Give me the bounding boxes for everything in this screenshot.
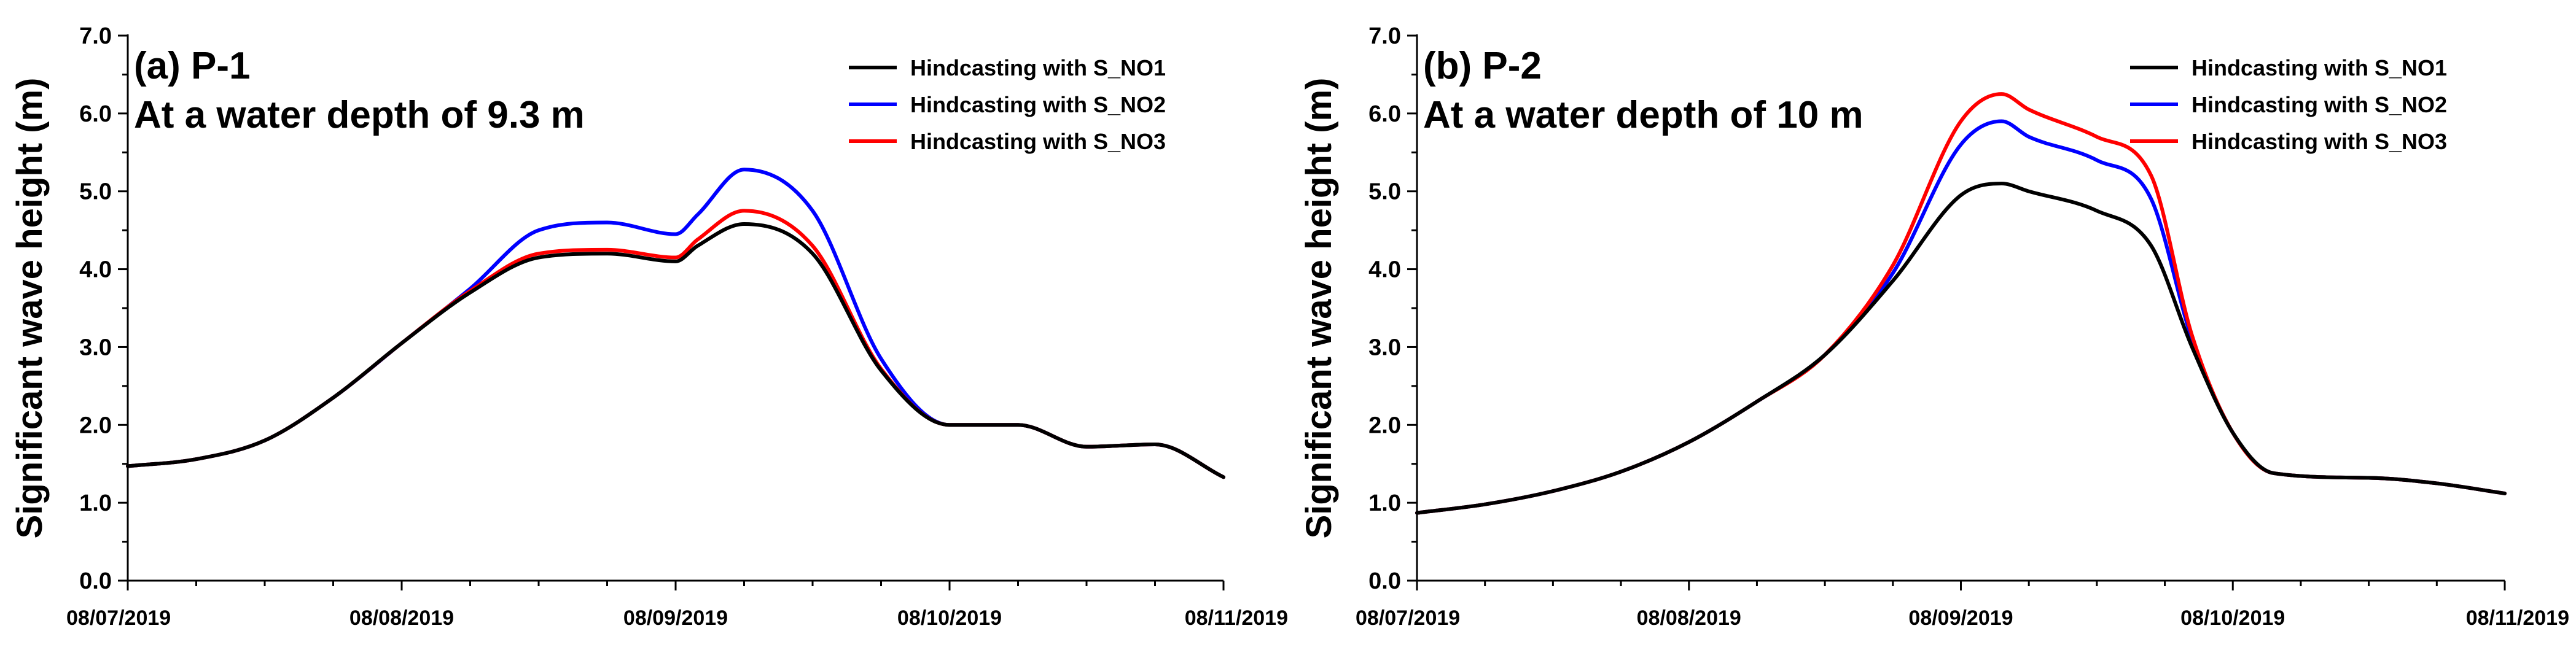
legend-item: Hindcasting with S_NO1	[849, 55, 1166, 80]
x-tick-label: 08/11/2019	[1185, 606, 1288, 630]
legend-item: Hindcasting with S_NO3	[849, 129, 1166, 154]
legend-item: Hindcasting with S_NO2	[2130, 92, 2447, 117]
y-tick-label: 6.0	[79, 101, 112, 127]
legend-label: Hindcasting with S_NO1	[910, 55, 1166, 80]
x-tick-label: 08/08/2019	[349, 606, 454, 630]
legend: Hindcasting with S_NO1 Hindcasting with S…	[849, 55, 1166, 154]
x-tick-label: 08/08/2019	[1637, 606, 1741, 630]
series-line-s-no2	[126, 168, 1225, 479]
y-tick-label: 7.0	[1368, 23, 1401, 49]
series-line-s-no3	[1415, 92, 2507, 515]
legend-label: Hindcasting with S_NO2	[910, 92, 1166, 117]
x-tick-label: 08/09/2019	[623, 606, 728, 630]
panel-subtitle: At a water depth of 10 m	[1423, 94, 1864, 136]
series-line-s-no1	[1415, 182, 2507, 515]
y-tick-label: 6.0	[1368, 101, 1401, 127]
y-tick-label: 3.0	[1368, 335, 1401, 360]
y-tick-label: 2.0	[1368, 412, 1401, 438]
y-tick-label: 0.0	[1368, 568, 1401, 594]
legend-label: Hindcasting with S_NO1	[2192, 55, 2447, 80]
legend-item: Hindcasting with S_NO1	[2130, 55, 2447, 80]
legend-label: Hindcasting with S_NO2	[2192, 92, 2447, 117]
y-tick-label: 3.0	[79, 335, 112, 360]
y-tick-label: 1.0	[79, 490, 112, 516]
y-tick-label: 4.0	[79, 257, 112, 283]
y-tick-label: 5.0	[1368, 179, 1401, 205]
panel-subtitle: At a water depth of 9.3 m	[134, 94, 585, 136]
x-tick-label: 08/07/2019	[1356, 606, 1460, 630]
x-tick-label: 08/07/2019	[66, 606, 171, 630]
series-group	[126, 168, 1225, 479]
chart-panel-b: 0.0 1.0 2.0 3.0 4.0 5.0 6.0 7.0 08/07/2019 08/08/…	[1299, 23, 2569, 630]
legend-item: Hindcasting with S_NO2	[849, 92, 1166, 117]
series-line-s-no1	[126, 222, 1225, 479]
y-axis-title: Significant wave height (m)	[10, 78, 50, 539]
y-tick-label: 2.0	[79, 412, 112, 438]
chart-panel-a: 0.0 1.0 2.0 3.0 4.0 5.0 6.0 7.0 08/07/2019 08/08/…	[10, 23, 1288, 630]
legend-label: Hindcasting with S_NO3	[910, 129, 1166, 154]
panel-title: (a) P-1	[134, 45, 250, 87]
y-tick-label: 4.0	[1368, 257, 1401, 283]
y-tick-label: 7.0	[79, 23, 112, 49]
y-tick-label: 5.0	[79, 179, 112, 205]
x-tick-label: 08/10/2019	[897, 606, 1002, 630]
y-tick-label: 1.0	[1368, 490, 1401, 516]
x-tick-label: 08/10/2019	[2180, 606, 2285, 630]
series-line-s-no2	[1415, 119, 2507, 515]
legend-label: Hindcasting with S_NO3	[2192, 129, 2447, 154]
legend: Hindcasting with S_NO1 Hindcasting with S…	[2130, 55, 2447, 154]
x-tick-label: 08/11/2019	[2466, 606, 2569, 630]
y-axis-title: Significant wave height (m)	[1299, 78, 1339, 539]
y-tick-label: 0.0	[79, 568, 112, 594]
x-tick-label: 08/09/2019	[1908, 606, 2013, 630]
series-group	[1415, 92, 2507, 515]
panel-title: (b) P-2	[1423, 45, 1542, 87]
legend-item: Hindcasting with S_NO3	[2130, 129, 2447, 154]
